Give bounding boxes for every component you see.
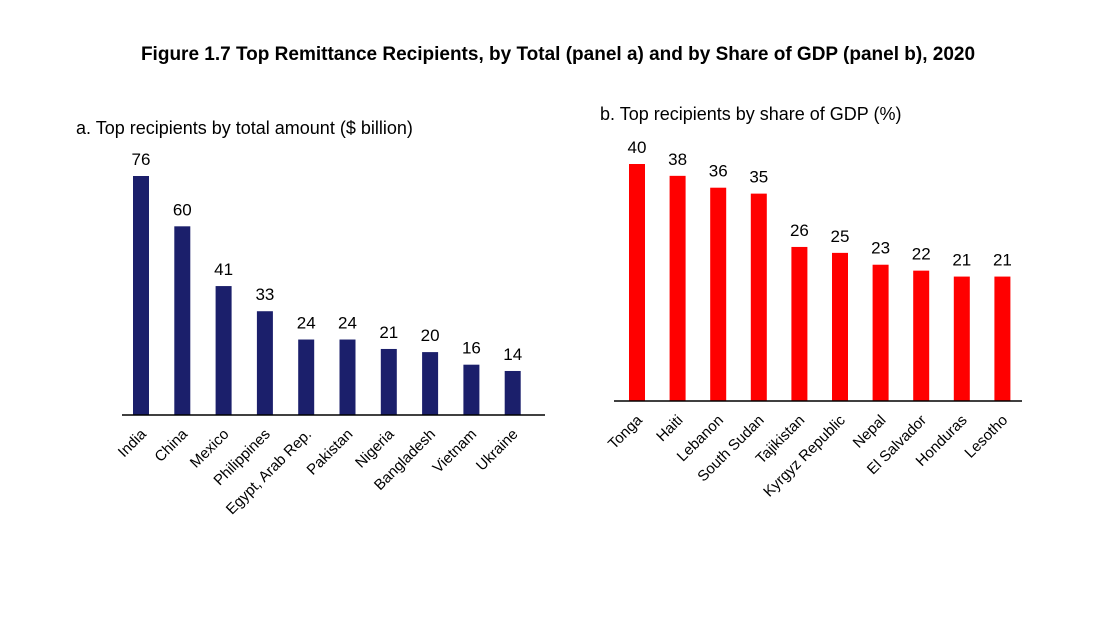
panel-a-data-label: 24 [338, 314, 357, 333]
panel-a-bar [504, 370, 521, 415]
panel-b-data-label: 22 [912, 245, 931, 264]
panel-a-data-label: 76 [132, 150, 151, 169]
panel-b-bar [872, 264, 889, 401]
panel-b-data-label: 38 [668, 150, 687, 169]
panel-b-bar [669, 175, 686, 401]
panel-b-data-label: 25 [831, 227, 850, 246]
panel-a-bar [133, 176, 149, 415]
panel-a-data-label: 14 [503, 345, 522, 364]
panel-b-data-label: 40 [628, 138, 647, 157]
panel-a-bar [463, 364, 480, 415]
panel-b-category-label: Tonga [605, 411, 646, 452]
panel-a-bar [380, 348, 397, 415]
panel-a-category-label: Ukraine [473, 426, 522, 475]
panel-b-data-label: 21 [993, 251, 1012, 270]
panel-a-data-label: 24 [297, 314, 316, 333]
panel-a-data-label: 60 [173, 200, 192, 219]
panel-a-chart: 76India60China41Mexico33Philippines24Egy… [115, 150, 545, 518]
figure-title: Figure 1.7 Top Remittance Recipients, by… [140, 44, 976, 65]
panel-a-bar [256, 311, 273, 415]
panel-b-data-label: 35 [749, 168, 768, 187]
panel-a-data-label: 16 [462, 339, 481, 358]
panel-b-bar [629, 164, 645, 401]
panel-a-bar [215, 286, 232, 415]
panel-a-data-label: 20 [421, 326, 440, 345]
panel-b-category-label: Haiti [653, 412, 686, 445]
panel-b-title: b. Top recipients by share of GDP (%) [600, 104, 902, 124]
panel-b-data-label: 26 [790, 221, 809, 240]
panel-a-category-label: Pakistan [304, 426, 357, 479]
panel-a-title: a. Top recipients by total amount ($ bil… [76, 118, 413, 138]
panel-b-bar [750, 193, 767, 401]
panel-b-data-label: 21 [952, 251, 971, 270]
panel-a-category-label: India [115, 425, 150, 460]
panel-b-bar [913, 270, 930, 401]
panel-b-bar [994, 276, 1011, 401]
panel-a-data-label: 33 [255, 285, 274, 304]
panel-b-data-label: 23 [871, 239, 890, 258]
panel-b-bar [791, 246, 808, 401]
panel-b-bar [710, 187, 727, 401]
panel-a-bar [339, 339, 356, 415]
panel-a-bar [298, 339, 315, 415]
panel-a-data-label: 21 [379, 323, 398, 342]
panel-a-category-label: Vietnam [429, 426, 480, 477]
panel-a-bar [174, 226, 191, 415]
panel-a-data-label: 41 [214, 260, 233, 279]
panel-b-bar [832, 252, 848, 401]
panel-b-data-label: 36 [709, 162, 728, 181]
panel-a-bar [422, 352, 439, 415]
panel-b-bar [953, 276, 970, 401]
panel-b-category-label: Lesotho [961, 412, 1011, 462]
